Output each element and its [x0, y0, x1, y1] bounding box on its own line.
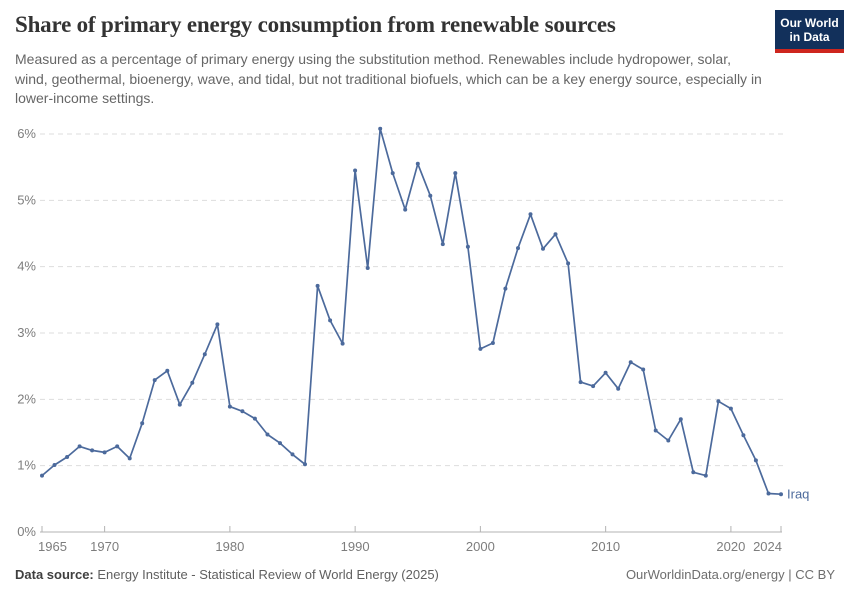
chart-title: Share of primary energy consumption from…: [15, 12, 616, 37]
data-point-1992[interactable]: [378, 126, 383, 131]
y-tick-label-6: 6%: [17, 126, 36, 141]
data-point-2012[interactable]: [628, 360, 633, 365]
data-point-2010[interactable]: [603, 370, 608, 375]
data-point-2018[interactable]: [703, 473, 708, 478]
data-point-1974[interactable]: [152, 378, 157, 383]
data-point-2001[interactable]: [490, 341, 495, 345]
y-tick-label-4: 4%: [17, 259, 36, 274]
data-point-2013[interactable]: [641, 367, 646, 372]
data-point-1976[interactable]: [177, 402, 182, 407]
y-tick-label-5: 5%: [17, 192, 36, 207]
data-point-2016[interactable]: [678, 417, 683, 422]
series-label-iraq: Iraq: [787, 487, 809, 502]
data-point-2002[interactable]: [503, 286, 508, 291]
data-point-1995[interactable]: [415, 161, 420, 166]
data-point-1989[interactable]: [340, 341, 345, 346]
data-point-1984[interactable]: [278, 441, 282, 446]
data-point-1975[interactable]: [165, 368, 170, 373]
data-point-1983[interactable]: [265, 432, 270, 437]
data-point-2006[interactable]: [553, 232, 558, 237]
data-point-2020[interactable]: [728, 406, 733, 411]
data-point-1986[interactable]: [303, 462, 307, 467]
data-point-2023[interactable]: [766, 491, 771, 496]
x-tick-label-2000: 2000: [466, 539, 495, 554]
x-tick-label-1990: 1990: [341, 539, 370, 554]
data-point-1980[interactable]: [227, 404, 232, 409]
data-point-2003[interactable]: [516, 246, 520, 251]
owid-logo-line1: Our World: [780, 15, 839, 30]
chart-subtitle: Measured as a percentage of primary ener…: [15, 51, 762, 106]
data-point-2007[interactable]: [566, 261, 571, 266]
credit-link[interactable]: OurWorldinData.org/energy | CC BY: [625, 567, 835, 582]
y-tick-label-0: 0%: [17, 524, 36, 539]
data-point-1965[interactable]: [40, 473, 44, 478]
data-point-2017[interactable]: [691, 470, 696, 475]
y-tick-label-3: 3%: [17, 325, 36, 340]
data-point-2019[interactable]: [716, 399, 721, 404]
x-tick-label-2010: 2010: [591, 539, 620, 554]
x-tick-label-2024: 2024: [753, 539, 782, 554]
data-point-2008[interactable]: [578, 380, 583, 385]
data-point-2005[interactable]: [541, 246, 545, 251]
data-point-1971[interactable]: [115, 444, 120, 449]
data-point-1990[interactable]: [353, 168, 358, 173]
data-point-2011[interactable]: [616, 386, 621, 391]
data-point-1973[interactable]: [140, 421, 145, 426]
data-point-1998[interactable]: [453, 171, 458, 176]
data-point-1993[interactable]: [390, 171, 395, 176]
data-point-1966[interactable]: [52, 463, 57, 467]
owid-logo-line2: in Data: [789, 29, 830, 44]
y-tick-label-1: 1%: [17, 458, 36, 473]
data-source: Data source: Energy Institute - Statisti…: [15, 567, 439, 582]
data-point-1999[interactable]: [465, 244, 470, 249]
data-point-1994[interactable]: [403, 207, 408, 212]
x-tick-label-1980: 1980: [215, 539, 244, 554]
owid-logo: Our World in Data: [775, 10, 844, 53]
y-tick-label-2: 2%: [17, 391, 36, 406]
series-line-iraq[interactable]: [41, 127, 782, 496]
data-point-2009[interactable]: [591, 384, 596, 389]
data-point-2014[interactable]: [653, 428, 658, 433]
data-point-1991[interactable]: [365, 266, 370, 270]
data-point-2022[interactable]: [753, 458, 758, 463]
data-source-text: Energy Institute - Statistical Review of…: [93, 567, 439, 582]
data-point-2024[interactable]: [779, 492, 783, 497]
data-point-1985[interactable]: [290, 452, 295, 457]
data-point-2015[interactable]: [666, 438, 671, 443]
data-point-1979[interactable]: [215, 322, 220, 327]
data-point-1968[interactable]: [77, 444, 82, 449]
data-point-1969[interactable]: [90, 448, 95, 453]
data-point-1978[interactable]: [202, 352, 207, 357]
data-source-label: Data source:: [15, 567, 94, 582]
data-point-1967[interactable]: [65, 455, 70, 459]
x-tick-label-1970: 1970: [90, 539, 119, 554]
data-point-1987[interactable]: [315, 283, 320, 288]
data-point-1996[interactable]: [428, 193, 433, 198]
x-tick-label-2020: 2020: [716, 539, 745, 554]
data-point-2000[interactable]: [478, 346, 483, 351]
data-point-2004[interactable]: [528, 212, 533, 217]
data-point-1997[interactable]: [440, 242, 445, 247]
data-point-1988[interactable]: [328, 318, 333, 323]
data-point-1977[interactable]: [190, 380, 195, 385]
x-tick-label-1965: 1965: [38, 539, 67, 554]
data-point-1982[interactable]: [252, 416, 257, 421]
data-point-2021[interactable]: [741, 433, 746, 438]
data-point-1972[interactable]: [127, 456, 132, 461]
data-point-1981[interactable]: [240, 409, 245, 414]
data-point-1970[interactable]: [102, 450, 107, 455]
